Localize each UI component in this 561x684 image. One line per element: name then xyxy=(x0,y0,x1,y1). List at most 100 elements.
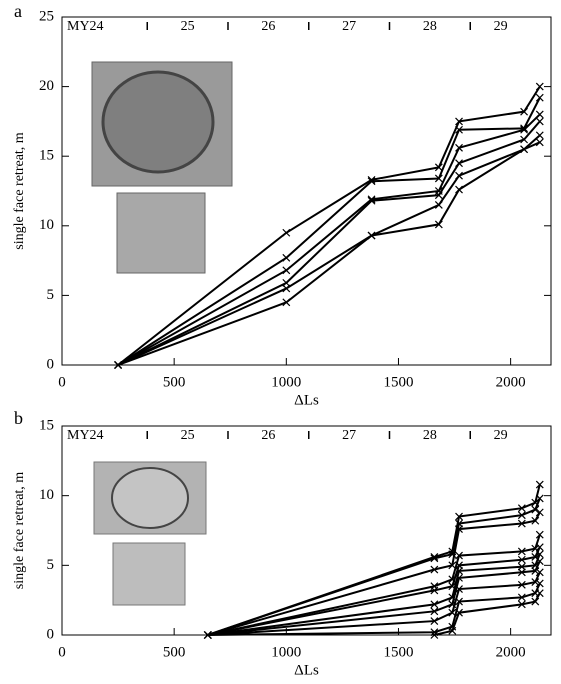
y-tick-label: 15 xyxy=(39,148,54,164)
x-tick-label: 0 xyxy=(58,374,66,390)
data-marker xyxy=(282,228,291,237)
data-marker xyxy=(535,110,544,119)
data-marker xyxy=(430,631,439,639)
data-marker xyxy=(531,516,540,525)
data-marker xyxy=(455,573,463,582)
data-marker xyxy=(455,608,463,617)
x-tick-label: 0 xyxy=(58,644,66,660)
data-marker xyxy=(535,131,544,140)
data-marker xyxy=(203,631,212,639)
data-marker xyxy=(367,196,376,205)
data-marker xyxy=(430,607,439,616)
data-marker xyxy=(455,525,463,534)
data-marker xyxy=(517,519,526,528)
plot-frame xyxy=(61,425,552,636)
x-axis-label: ΔLs xyxy=(294,662,319,678)
x-tick-label: 2000 xyxy=(496,644,526,660)
year-label: 27 xyxy=(342,19,356,34)
data-marker xyxy=(455,561,463,570)
year-label: 28 xyxy=(423,428,437,443)
data-marker xyxy=(531,578,540,586)
y-tick-label: 0 xyxy=(47,626,55,642)
y-tick-label: 5 xyxy=(47,557,55,573)
x-tick-label: 1500 xyxy=(383,374,413,390)
year-label: 25 xyxy=(181,19,195,34)
inset-image xyxy=(112,542,186,606)
data-marker xyxy=(520,135,529,144)
data-marker xyxy=(517,547,526,556)
data-marker xyxy=(517,504,526,513)
data-marker xyxy=(455,125,463,134)
data-marker xyxy=(455,117,463,126)
data-marker xyxy=(430,617,439,625)
data-marker xyxy=(455,566,463,575)
year-label: 25 xyxy=(181,428,195,443)
data-marker xyxy=(434,220,443,229)
data-marker xyxy=(430,586,439,595)
inset-image-feature xyxy=(101,70,215,174)
data-marker xyxy=(517,580,526,589)
data-marker xyxy=(535,589,544,598)
data-marker xyxy=(434,174,443,183)
data-marker xyxy=(367,177,376,186)
data-marker xyxy=(520,125,529,134)
data-marker xyxy=(455,585,463,593)
x-tick-label: 500 xyxy=(163,644,186,660)
y-tick-label: 25 xyxy=(39,8,54,24)
data-marker xyxy=(455,171,463,180)
data-marker xyxy=(535,93,544,102)
year-label: 29 xyxy=(494,19,508,34)
y-tick-label: 10 xyxy=(39,487,54,503)
data-marker xyxy=(535,568,544,577)
data-marker xyxy=(517,600,526,609)
y-tick-label: 0 xyxy=(47,356,55,372)
inset-image xyxy=(116,192,206,274)
data-marker xyxy=(535,82,544,91)
data-marker xyxy=(517,593,526,602)
data-marker xyxy=(434,191,443,200)
panel-label: a xyxy=(14,1,22,21)
data-marker xyxy=(282,253,291,262)
data-marker xyxy=(535,557,544,566)
data-marker xyxy=(434,200,443,209)
data-marker xyxy=(282,284,291,293)
data-marker xyxy=(531,597,540,606)
x-tick-label: 1500 xyxy=(383,644,413,660)
year-label: MY24 xyxy=(67,428,104,443)
panel-label: b xyxy=(14,408,23,428)
data-line xyxy=(207,511,541,636)
data-marker xyxy=(517,562,526,571)
x-tick-label: 1000 xyxy=(271,644,301,660)
year-label: 26 xyxy=(261,19,275,34)
data-marker xyxy=(520,107,529,116)
x-tick-label: 2000 xyxy=(496,374,526,390)
data-marker xyxy=(517,555,526,564)
y-tick-label: 20 xyxy=(39,78,54,94)
data-marker xyxy=(535,480,544,489)
data-marker xyxy=(531,505,540,514)
data-marker xyxy=(455,143,463,152)
y-axis-label: single face retreat, m xyxy=(12,132,27,249)
data-line xyxy=(207,498,541,636)
x-tick-label: 500 xyxy=(163,374,186,390)
year-label: 26 xyxy=(261,428,275,443)
data-marker xyxy=(455,512,463,521)
year-label: MY24 xyxy=(67,19,104,34)
inset-image-feature xyxy=(111,467,189,529)
data-marker xyxy=(282,278,291,287)
year-label: 27 xyxy=(342,428,356,443)
data-marker xyxy=(282,298,291,307)
y-tick-label: 10 xyxy=(39,217,54,233)
data-marker xyxy=(455,597,463,606)
data-marker xyxy=(430,600,439,609)
x-axis-label: ΔLs xyxy=(294,392,319,408)
data-marker xyxy=(535,117,544,126)
data-line xyxy=(207,546,541,636)
data-marker xyxy=(455,551,463,560)
year-label: 29 xyxy=(494,428,508,443)
data-marker xyxy=(535,543,544,552)
y-tick-label: 15 xyxy=(39,417,54,433)
data-marker xyxy=(430,565,439,574)
data-marker xyxy=(535,550,544,559)
